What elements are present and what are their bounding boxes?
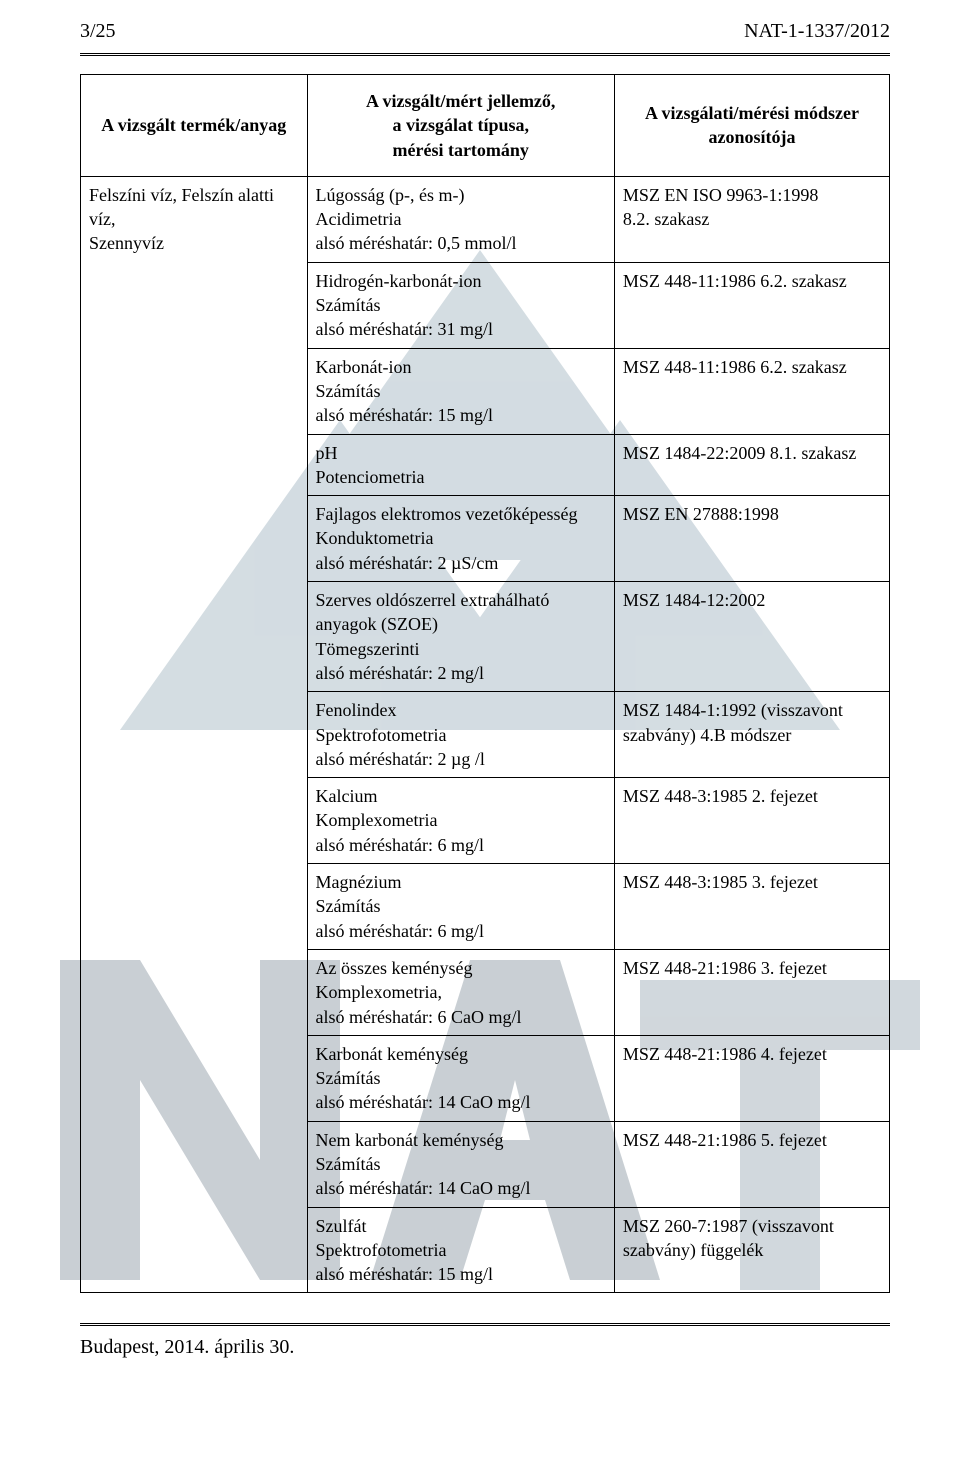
parameter-cell: Lúgosság (p-, és m-) Acidimetria alsó mé… [307, 176, 614, 262]
footer-text: Budapest, 2014. április 30. [80, 1336, 890, 1359]
standard-cell: MSZ 448-21:1986 5. fejezet [614, 1121, 889, 1207]
col-header-method: A vizsgálati/mérési módszer azonosítója [614, 75, 889, 177]
table-row: Hidrogén-karbonát-ion Számítás alsó méré… [81, 262, 890, 348]
table-row: Nem karbonát keménység Számítás alsó mér… [81, 1121, 890, 1207]
parameter-cell: Szerves oldószerrel extrahálható anyagok… [307, 582, 614, 692]
col-header-product: A vizsgált termék/anyag [81, 75, 308, 177]
table-row: Kalcium Komplexometria alsó méréshatár: … [81, 778, 890, 864]
product-cell [81, 692, 308, 778]
standard-cell: MSZ 1484-12:2002 [614, 582, 889, 692]
product-cell [81, 262, 308, 348]
product-cell [81, 778, 308, 864]
parameter-cell: Kalcium Komplexometria alsó méréshatár: … [307, 778, 614, 864]
parameter-cell: Hidrogén-karbonát-ion Számítás alsó méré… [307, 262, 614, 348]
standard-cell: MSZ 260-7:1987 (visszavont szabvány) füg… [614, 1207, 889, 1293]
standard-cell: MSZ 1484-22:2009 8.1. szakasz [614, 434, 889, 496]
standard-cell: MSZ EN 27888:1998 [614, 496, 889, 582]
standard-cell: MSZ EN ISO 9963-1:1998 8.2. szakasz [614, 176, 889, 262]
standard-cell: MSZ 448-3:1985 2. fejezet [614, 778, 889, 864]
standard-cell: MSZ 448-21:1986 4. fejezet [614, 1035, 889, 1121]
parameter-cell: Fenolindex Spektrofotometria alsó mérésh… [307, 692, 614, 778]
product-cell [81, 1121, 308, 1207]
product-cell: Felszíni víz, Felszín alatti víz, Szenny… [81, 176, 308, 262]
parameter-cell: pH Potenciometria [307, 434, 614, 496]
table-row: Az összes keménység Komplexometria, alsó… [81, 949, 890, 1035]
parameter-cell: Karbonát keménység Számítás alsó mérésha… [307, 1035, 614, 1121]
table-row: Karbonát-ion Számítás alsó méréshatár: 1… [81, 348, 890, 434]
table-row: Magnézium Számítás alsó méréshatár: 6 mg… [81, 864, 890, 950]
standard-cell: MSZ 448-3:1985 3. fejezet [614, 864, 889, 950]
product-cell [81, 348, 308, 434]
parameters-table: A vizsgált termék/anyag A vizsgált/mért … [80, 74, 890, 1293]
parameter-cell: Fajlagos elektromos vezetőképesség Kondu… [307, 496, 614, 582]
page-header: 3/25 NAT-1-1337/2012 [80, 20, 890, 43]
parameter-cell: Karbonát-ion Számítás alsó méréshatár: 1… [307, 348, 614, 434]
col-header-param: A vizsgált/mért jellemző, a vizsgálat tí… [307, 75, 614, 177]
table-row: Szulfát Spektrofotometria alsó méréshatá… [81, 1207, 890, 1293]
table-row: Szerves oldószerrel extrahálható anyagok… [81, 582, 890, 692]
parameter-cell: Szulfát Spektrofotometria alsó méréshatá… [307, 1207, 614, 1293]
product-cell [81, 949, 308, 1035]
page-number: 3/25 [80, 20, 116, 43]
parameter-cell: Nem karbonát keménység Számítás alsó mér… [307, 1121, 614, 1207]
standard-cell: MSZ 448-21:1986 3. fejezet [614, 949, 889, 1035]
product-cell [81, 1207, 308, 1293]
footer-rule [80, 1323, 890, 1336]
product-cell [81, 864, 308, 950]
product-cell [81, 1035, 308, 1121]
product-cell [81, 496, 308, 582]
doc-reference: NAT-1-1337/2012 [744, 20, 890, 43]
standard-cell: MSZ 448-11:1986 6.2. szakasz [614, 348, 889, 434]
product-cell [81, 434, 308, 496]
table-row: Felszíni víz, Felszín alatti víz, Szenny… [81, 176, 890, 262]
header-rule [80, 53, 890, 56]
parameter-cell: Magnézium Számítás alsó méréshatár: 6 mg… [307, 864, 614, 950]
table-row: pH PotenciometriaMSZ 1484-22:2009 8.1. s… [81, 434, 890, 496]
standard-cell: MSZ 1484-1:1992 (visszavont szabvány) 4.… [614, 692, 889, 778]
parameter-cell: Az összes keménység Komplexometria, alsó… [307, 949, 614, 1035]
table-row: Karbonát keménység Számítás alsó mérésha… [81, 1035, 890, 1121]
table-row: Fajlagos elektromos vezetőképesség Kondu… [81, 496, 890, 582]
table-row: Fenolindex Spektrofotometria alsó mérésh… [81, 692, 890, 778]
product-cell [81, 582, 308, 692]
standard-cell: MSZ 448-11:1986 6.2. szakasz [614, 262, 889, 348]
